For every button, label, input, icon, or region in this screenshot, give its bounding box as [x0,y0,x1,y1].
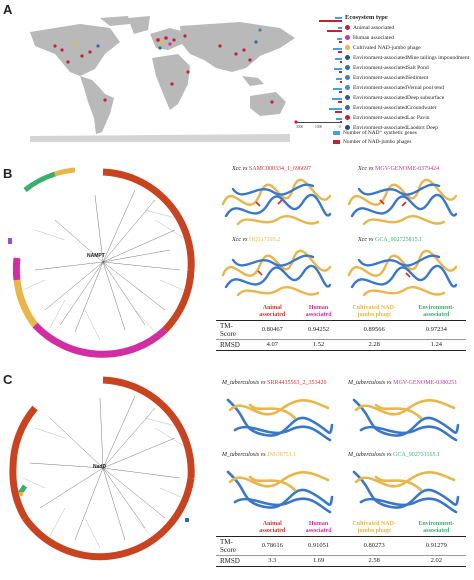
bar-axis [297,122,342,123]
legend-label: Environment-associatedSediment [353,75,429,81]
legend-label: Environment-associatedLac Pavin [353,115,430,121]
legend-item: Human associated [345,35,394,41]
panel-c-label: C [3,372,13,387]
legend-item: Environment-associatedMine tailings impo… [345,55,469,61]
protein-structure-image [352,398,460,442]
table-row: TM-Score 0.78616 0.91051 0.80273 0.91279 [216,535,466,556]
protein-structure-image [221,178,332,226]
legend-swatch [333,130,340,135]
tree-label: NAMPT [87,253,105,259]
legend-label: Animal associated [353,25,395,31]
bar-legend-item: Number of NAD-jumbo phages [333,139,411,145]
protein-structure-image [352,470,460,514]
table-header: Human associated [295,304,342,321]
legend-item: Environment-associatedSediment [345,75,428,81]
table-header: Human associated [295,520,342,537]
table-header: Cultivated NAD-jumbo phage [341,520,407,537]
legend-dot [345,65,350,71]
structure-comparison-table-c: Animal associated Human associated Culti… [216,520,466,567]
structure-title: M_tuberculosis vs MGV-GENOME-0380251 [348,380,458,386]
legend-dot [345,125,350,131]
legend-item: Environment-associatedLac Pavin [345,115,430,121]
panel-a-label: A [3,2,13,17]
legend-item: Environment-associatedGroundwater [345,105,437,111]
legend-item: Environment-associatedDeep subsurface [345,95,444,101]
legend-dot [345,85,350,91]
axis-tick: 0 [339,125,341,129]
legend-label: Cultivated NAD-jumbo phage [353,45,421,51]
structure-title: M_tuberculosis vs JN638751.1 [222,452,297,458]
legend-label: Environment-associatedMine tailings impo… [353,55,470,61]
structure-title: Xcc vs GCA_902725815.1 [358,237,423,243]
structure-comparison-table-b: Animal associated Human associated Culti… [216,304,466,351]
world-map [30,16,298,142]
protein-structure-image [226,470,334,514]
legend-dot [345,35,350,41]
legend-dot [345,75,350,81]
axis-tick: 3000 [296,125,304,129]
table-header: Animal associated [249,304,296,321]
structure-title: M_tuberculosis vs SRR4435563_2_353420 [222,380,327,386]
protein-structure-image [347,178,458,226]
legend-label: Environment-associatedLaodort Deep [353,125,438,131]
structure-title: Xcc vs HQ317393.2 [232,237,281,243]
table-header: Environment-associated [406,520,466,537]
axis-tick: 1000 [315,125,323,129]
legend-dot [345,115,350,121]
legend-item: Environment-associatedSalt Pond [345,65,429,71]
legend-item: Environment-associatedVernal pool tend [345,85,444,91]
structure-title: Xcc vs MGV-GENOME-0379424 [358,166,440,172]
legend-dot [345,55,350,61]
legend-label: Environment-associatedVernal pool tend [353,85,445,91]
legend-swatch [333,139,340,144]
legend-dot [345,45,350,51]
tree-label: NadD [93,464,106,470]
legend-item: Environment-associatedLaodort Deep [345,125,438,131]
table-row: RMSD 4.07 1.52 2.28 1.24 [216,338,466,351]
structure-title: Xcc vs SAMC000334_1_696697 [232,166,312,172]
table-header: Cultivated NAD-jumbo phage [341,304,407,321]
table-header: Animal associated [249,520,296,537]
legend-label: Environment-associatedDeep subsurface [353,95,445,101]
legend-dot [345,25,350,31]
legend-title: Ecosystem type [345,14,388,21]
protein-structure-image [226,398,334,442]
legend-item: Cultivated NAD-jumbo phage [345,45,421,51]
bar-legend-item: Number of NAD⁺ synthetic genes [333,130,417,136]
protein-structure-image [347,249,458,297]
legend-label: Environment-associatedGroundwater [353,105,437,111]
legend-dot [345,95,350,101]
table-row: RMSD 3.3 1.69 2.58 2.02 [216,554,466,567]
structure-title: M_tuberculosis vs GCA_902731165.1 [348,452,441,458]
nadd-phylogenetic-tree: NadD [9,376,195,561]
ecosystem-bar-chart [297,14,342,126]
legend-dot [345,105,350,111]
legend-item: Animal associated [345,25,394,31]
nampt-phylogenetic-tree: NAMPT [8,167,195,358]
protein-structure-image [221,249,332,297]
table-header: Environment-associated [406,304,466,321]
legend-label: Human associated [353,35,394,41]
panel-b-label: B [3,166,13,181]
table-row: TM-Score 0.80467 0.94252 0.89566 0.97234 [216,319,466,340]
legend-label: Environment-associatedSalt Pond [353,65,429,71]
